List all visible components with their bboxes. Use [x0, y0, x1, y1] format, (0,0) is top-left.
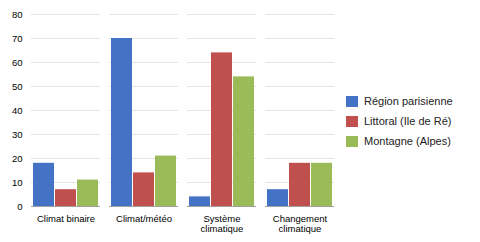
html-text:Montagne (Alpes): Montagne (Alpes): [364, 135, 451, 147]
svg-text:10: 10: [12, 177, 23, 188]
svg-text:Climat binaire: Climat binaire: [37, 213, 95, 224]
svg-text:60: 60: [12, 57, 23, 68]
svg-text:40: 40: [12, 105, 23, 116]
svg-text:30: 30: [12, 129, 23, 140]
svg-text:Climat/météo: Climat/météo: [116, 213, 172, 224]
svg-text:0: 0: [17, 201, 22, 212]
html-text:Littoral (Ile de Ré): Littoral (Ile de Ré): [364, 115, 452, 127]
svg-text:80: 80: [12, 9, 23, 20]
svg-text:50: 50: [12, 81, 23, 92]
svg-text:20: 20: [12, 153, 23, 164]
svg-text:Systèmeclimatique: Systèmeclimatique: [201, 213, 244, 234]
svg-text:Changementclimatique: Changementclimatique: [273, 213, 328, 234]
svg-text:70: 70: [12, 33, 23, 44]
html-text:Région parisienne: Région parisienne: [364, 95, 453, 107]
